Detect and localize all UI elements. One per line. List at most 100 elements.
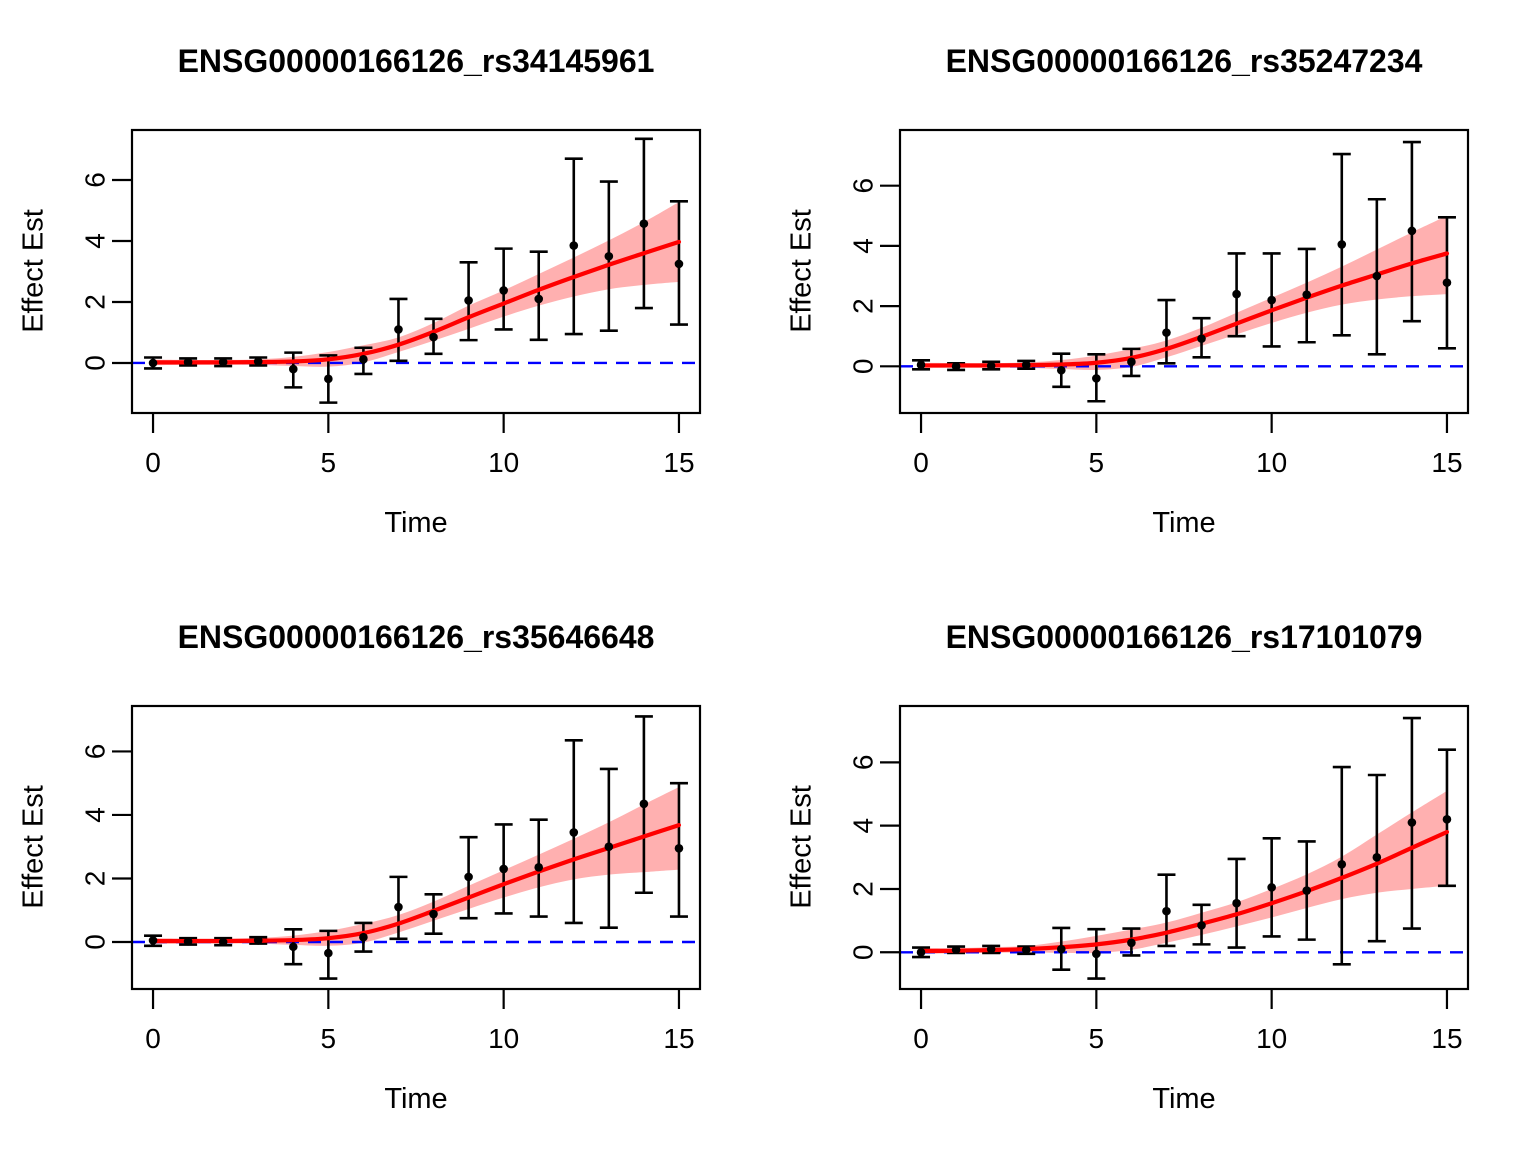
y-tick-label: 4 (80, 807, 111, 823)
data-point (1162, 328, 1171, 337)
y-axis-label: Effect Est (17, 785, 50, 909)
x-tick-label: 10 (1256, 447, 1287, 478)
data-point (1232, 898, 1241, 908)
x-tick-label: 15 (663, 1023, 694, 1054)
data-point (1127, 357, 1136, 367)
y-tick-label: 2 (80, 871, 111, 887)
data-point (1407, 818, 1417, 827)
data-point (464, 872, 473, 882)
data-point (1302, 886, 1312, 895)
panel-title: ENSG00000166126_rs34145961 (177, 43, 655, 79)
data-point (1372, 853, 1382, 862)
data-point (429, 332, 438, 342)
data-point (604, 842, 614, 852)
x-tick-label: 15 (663, 447, 694, 478)
y-tick-label: 6 (80, 172, 111, 188)
x-tick-label: 10 (488, 447, 519, 478)
x-tick-label: 0 (145, 1023, 161, 1054)
data-point (1442, 278, 1452, 287)
data-point (1056, 944, 1066, 954)
data-point (604, 251, 614, 261)
data-point (464, 296, 473, 305)
data-point (1267, 883, 1276, 892)
x-tick-label: 0 (145, 447, 161, 478)
confidence-band (153, 786, 679, 946)
data-point (986, 361, 996, 371)
panel-rs34145961: 0 5 10 15 0 2 4 6 ENSG00000166126_rs34145961 Ti… (0, 0, 768, 576)
data-point (951, 945, 961, 955)
y-axis-label: Effect Est (17, 209, 50, 333)
data-point (639, 799, 649, 809)
y-tick-label: 6 (848, 178, 879, 194)
data-point (1056, 365, 1066, 375)
data-point (148, 358, 158, 368)
data-point (534, 294, 544, 304)
y-tick-label: 2 (848, 298, 879, 314)
x-tick-label: 5 (321, 447, 337, 478)
data-point (1162, 906, 1171, 916)
x-axis-label: Time (384, 507, 448, 539)
data-point (394, 902, 403, 912)
data-point (1267, 295, 1276, 305)
data-point (394, 325, 403, 334)
panel-title: ENSG00000166126_rs17101079 (945, 619, 1423, 655)
data-point (1302, 290, 1312, 299)
fit-curve (918, 251, 1450, 368)
panel-rs17101079: 0 5 10 15 0 2 4 6 ENSG00000166126_rs17101079 Ti… (768, 576, 1536, 1152)
plot-box (130, 128, 702, 415)
data-point (499, 286, 508, 295)
fit-curve (150, 239, 682, 365)
plot-canvas-2: 0 5 10 15 0 2 4 6 (80, 704, 702, 1054)
x-tick-label: 15 (1431, 1023, 1462, 1054)
data-point (288, 942, 298, 952)
data-point (218, 937, 228, 947)
data-point (1337, 859, 1347, 869)
y-axis-label: Effect Est (785, 209, 818, 333)
data-point (148, 936, 158, 945)
data-point (183, 937, 193, 946)
panel-rs35646648: 0 5 10 15 0 2 4 6 ENSG00000166126_rs35646648 Ti… (0, 576, 768, 1152)
data-point (639, 219, 649, 228)
fit-curve (150, 823, 682, 944)
data-point (986, 944, 996, 954)
panel-title: ENSG00000166126_rs35646648 (177, 619, 655, 655)
data-point (1372, 271, 1382, 281)
data-point (324, 374, 333, 384)
x-tick-label: 5 (321, 1023, 337, 1054)
data-point (569, 828, 579, 837)
data-point (499, 864, 508, 874)
data-point (1092, 374, 1101, 383)
y-tick-label: 6 (848, 755, 879, 771)
x-axis-label: Time (1152, 507, 1216, 539)
data-point (534, 863, 544, 872)
panel-rs35247234: 0 5 10 15 0 2 4 6 ENSG00000166126_rs35247234 Ti… (768, 0, 1536, 576)
data-point (569, 241, 579, 250)
data-point (674, 259, 684, 269)
y-tick-label: 2 (80, 294, 111, 310)
y-tick-label: 6 (80, 744, 111, 760)
x-tick-label: 0 (913, 447, 929, 478)
plot-canvas-0: 0 5 10 15 0 2 4 6 (80, 128, 702, 478)
plot-box (130, 704, 702, 991)
data-point (253, 357, 263, 366)
data-point (359, 355, 368, 364)
data-point (218, 357, 228, 367)
data-point (1232, 289, 1241, 299)
x-tick-label: 15 (1431, 447, 1462, 478)
x-tick-label: 10 (1256, 1023, 1287, 1054)
plot-box (898, 704, 1470, 991)
fit-curve (918, 829, 1450, 954)
data-point (674, 843, 684, 853)
data-point (1197, 334, 1206, 343)
data-point (359, 932, 368, 942)
data-point (1127, 938, 1136, 948)
y-tick-label: 4 (848, 238, 879, 254)
y-tick-label: 2 (848, 881, 879, 897)
data-point (429, 909, 438, 919)
y-tick-label: 4 (848, 818, 879, 834)
y-tick-label: 0 (80, 355, 111, 371)
data-point (253, 936, 263, 945)
data-point (324, 948, 333, 958)
y-tick-label: 0 (848, 359, 879, 375)
